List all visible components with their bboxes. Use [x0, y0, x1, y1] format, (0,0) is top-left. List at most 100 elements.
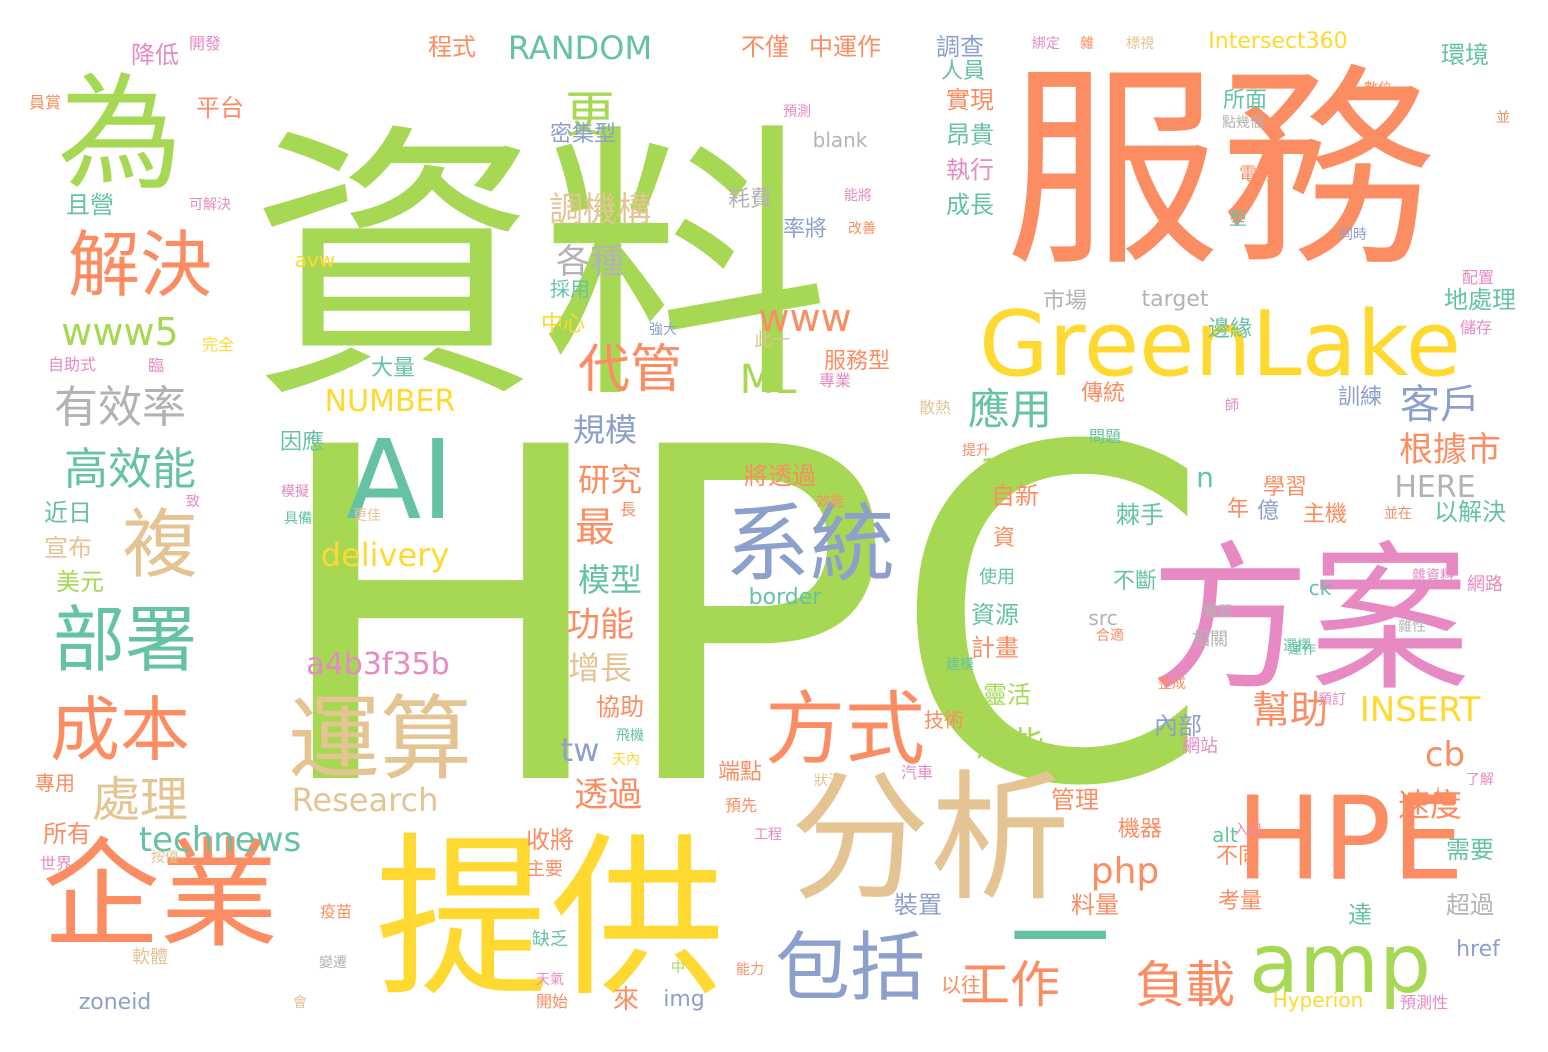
cloud-word: 成長	[946, 191, 994, 219]
cloud-word: 分析	[789, 758, 1071, 921]
cloud-word: 中運作	[809, 33, 881, 61]
cloud-word: 開發	[188, 34, 222, 53]
cloud-word: 相關	[1192, 629, 1228, 650]
cloud-word: 功能	[566, 605, 634, 645]
cloud-word: 提升	[962, 443, 990, 459]
cloud-word: 主機	[1302, 502, 1348, 527]
cloud-word: a	[980, 446, 1000, 484]
cloud-word: 工程	[754, 827, 782, 843]
cloud-word: 規模	[572, 411, 638, 449]
cloud-word: 實現	[946, 86, 994, 114]
cloud-word: 環境	[1441, 41, 1489, 69]
cloud-word: 致	[186, 494, 200, 510]
cloud-word: ML	[739, 357, 797, 403]
cloud-word: 人員	[940, 59, 986, 84]
cloud-word: 高效能	[64, 444, 196, 495]
cloud-word: 一	[1010, 881, 1110, 998]
cloud-word: 預測	[783, 104, 811, 120]
cloud-word: 建模	[946, 657, 974, 673]
cloud-word: 預訂	[1318, 692, 1346, 708]
cloud-word: 雜	[1080, 36, 1094, 52]
cloud-word: 網站	[1182, 736, 1218, 757]
cloud-word: 這些	[976, 725, 1044, 765]
cloud-word: 入口	[1234, 822, 1262, 838]
cloud-word: 市場	[1042, 289, 1088, 314]
cloud-word: 雜性	[1398, 619, 1426, 635]
cloud-word: 傳統	[1080, 381, 1126, 406]
cloud-word: 有效率	[54, 382, 186, 433]
cloud-word: 改善	[848, 221, 876, 237]
cloud-word: 按優	[151, 850, 179, 866]
cloud-word: 客戶	[1400, 382, 1480, 428]
cloud-word: 億	[1256, 499, 1280, 524]
cloud-word: 缺乏	[532, 929, 568, 950]
cloud-word: 程式	[428, 33, 476, 61]
cloud-word: tw	[560, 731, 600, 769]
cloud-word: 調機構	[549, 190, 651, 230]
cloud-word: technews	[138, 820, 302, 860]
cloud-word: 不同	[1215, 844, 1261, 869]
cloud-word: target	[1141, 287, 1209, 312]
cloud-word: a4b3f35b	[306, 647, 450, 682]
cloud-word: 合適	[1096, 628, 1124, 644]
cloud-word: 了解	[1466, 772, 1494, 788]
cloud-word: 更	[565, 86, 615, 144]
cloud-word: 預測性	[1399, 993, 1449, 1012]
cloud-word: 選擇	[1283, 638, 1311, 654]
cloud-word: 端點	[717, 760, 763, 785]
cloud-word: src	[1088, 606, 1118, 630]
cloud-word: 人	[1431, 787, 1445, 803]
cloud-word: 技術	[924, 708, 964, 732]
cloud-word: 學習	[1262, 475, 1308, 500]
cloud-word: 近日	[44, 499, 92, 527]
cloud-word: 儲存	[1459, 318, 1493, 337]
cloud-word: 以往	[941, 973, 981, 997]
cloud-word: 提供	[375, 818, 725, 1022]
cloud-word: 收將	[526, 826, 574, 854]
cloud-word: 運算	[287, 686, 473, 793]
cloud-word: 散熱	[918, 398, 952, 417]
cloud-word: zoneid	[78, 990, 152, 1015]
cloud-word: 協助	[596, 693, 644, 721]
cloud-word: delivery	[320, 536, 450, 574]
cloud-word: 最	[575, 505, 615, 551]
cloud-word: 開始	[535, 992, 569, 1011]
cloud-word: 能將	[844, 188, 872, 204]
cloud-word: 根據市	[1399, 430, 1501, 470]
cloud-word: 研究	[577, 461, 643, 499]
cloud-word: 大量	[370, 356, 416, 381]
cloud-word: 超過	[1446, 891, 1494, 919]
cloud-word: 方式	[765, 683, 925, 776]
cloud-word: 可解決	[189, 197, 231, 213]
cloud-word: 降低	[131, 41, 179, 69]
cloud-word: 資	[992, 526, 1016, 551]
cloud-word: 中	[671, 960, 685, 976]
cloud-word: 美元	[56, 568, 104, 596]
cloud-word: avw	[294, 248, 336, 272]
cloud-word: 能力	[736, 962, 764, 978]
cloud-word: 數位	[1364, 81, 1392, 97]
cloud-word: 配置	[1461, 268, 1495, 287]
cloud-word: 主要	[527, 859, 563, 880]
cloud-word: NUMBER	[324, 384, 456, 419]
cloud-word: blank	[812, 128, 868, 152]
cloud-word: 料量	[1071, 891, 1119, 919]
cloud-word: img	[663, 987, 705, 1012]
cloud-word: 部署	[52, 598, 198, 682]
cloud-word: 需要	[1446, 836, 1494, 864]
cloud-word: 狀況	[814, 773, 842, 789]
cloud-word: 應用	[967, 385, 1053, 434]
cloud-word: 為	[57, 62, 183, 208]
cloud-word: Hyperion	[1272, 988, 1364, 1012]
cloud-word: 模擬	[281, 484, 309, 500]
cloud-word: 平台	[196, 94, 244, 122]
cloud-word: 執行	[946, 156, 994, 184]
cloud-word: 達	[1348, 901, 1372, 929]
cloud-word: 整成	[1158, 676, 1186, 692]
cloud-word: 疫苗	[319, 902, 353, 921]
cloud-word: cb	[1424, 735, 1466, 775]
cloud-word: 模型	[577, 561, 643, 599]
cloud-word: 同時	[1339, 227, 1367, 243]
cloud-word: href	[1456, 937, 1500, 962]
